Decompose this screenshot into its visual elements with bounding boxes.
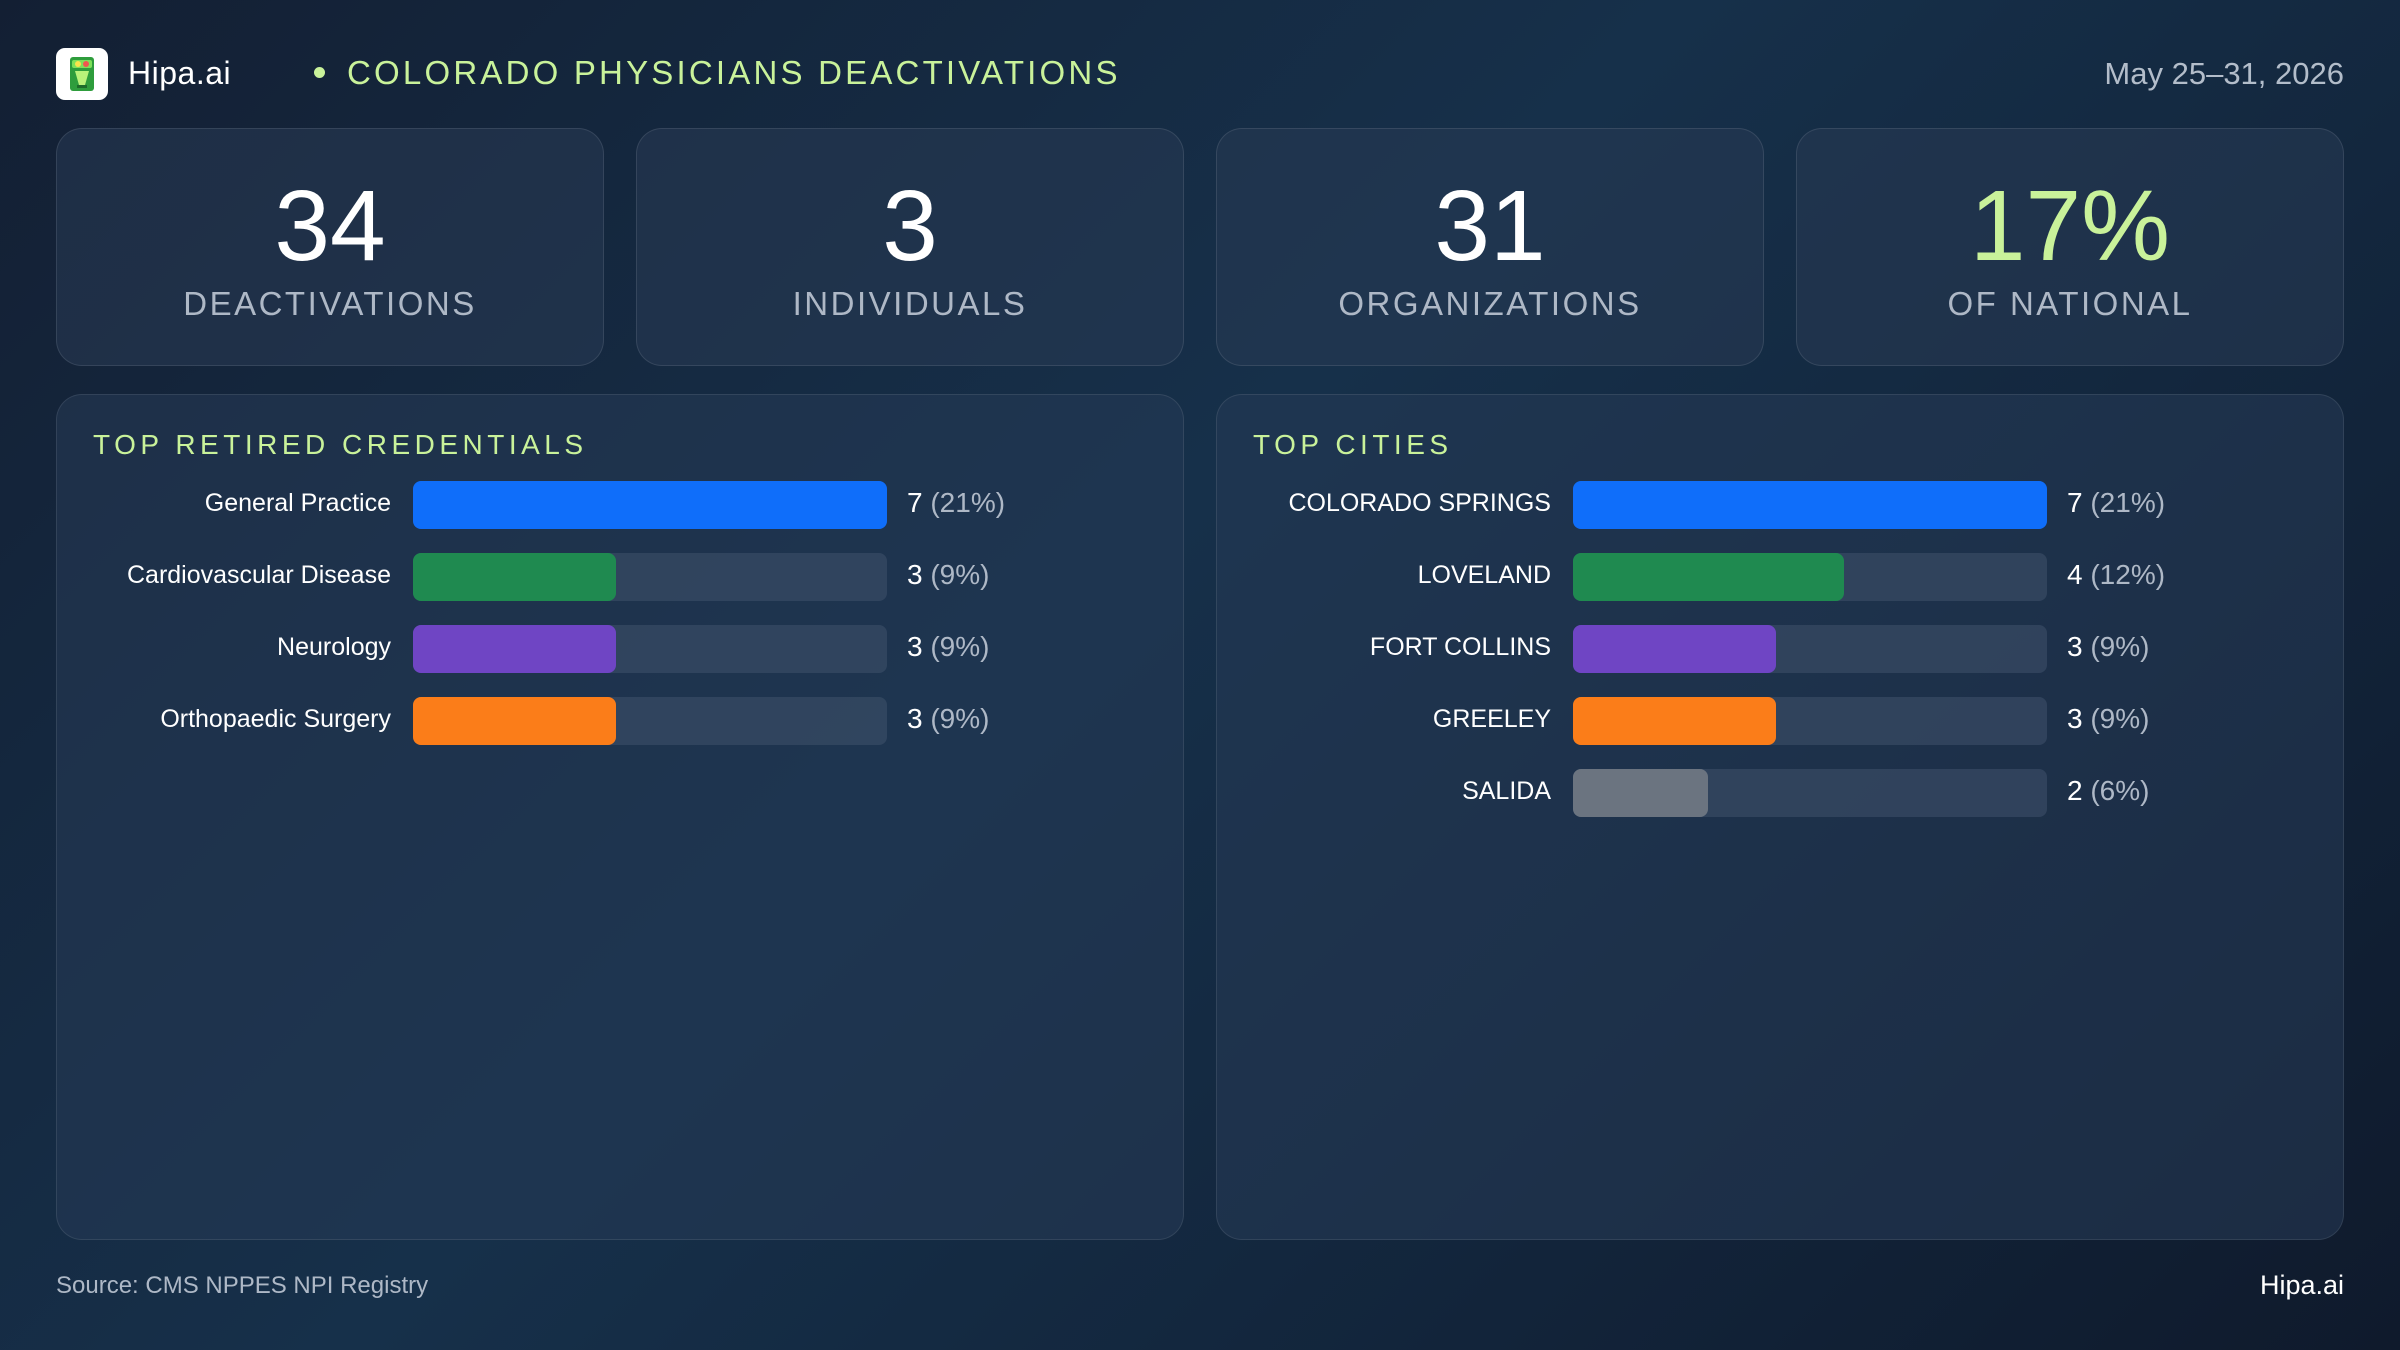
bar-category-label: Neurology <box>277 633 391 661</box>
bar-value-label: 3 (9%) <box>2067 631 2149 663</box>
stat-label: DEACTIVATIONS <box>183 285 477 322</box>
bar <box>413 625 616 673</box>
bar-percent: (9%) <box>930 559 990 590</box>
bar-row: SALIDA 2 (6%) <box>1217 769 2343 817</box>
stat-card-organizations: 31 ORGANIZATIONS <box>1216 128 1764 366</box>
stats-row: 34 DEACTIVATIONS 3 INDIVIDUALS 31 ORGANI… <box>56 128 2344 366</box>
bar-row: Cardiovascular Disease 3 (9%) <box>57 553 1183 601</box>
bar-row: General Practice 7 (21%) <box>57 481 1183 529</box>
bar <box>413 553 616 601</box>
bar-value-label: 3 (9%) <box>907 631 989 663</box>
bar-track <box>1573 625 2047 673</box>
bar-row: Orthopaedic Surgery 3 (9%) <box>57 697 1183 745</box>
source-note: Source: CMS NPPES NPI Registry <box>56 1272 429 1299</box>
bar-category-label: Cardiovascular Disease <box>126 561 391 589</box>
panel-title: TOP RETIRED CREDENTIALS <box>93 429 588 460</box>
bar-value: 2 <box>2067 775 2083 806</box>
bar-row: COLORADO SPRINGS 7 (21%) <box>1217 481 2343 529</box>
panel-title: TOP CITIES <box>1253 429 1453 460</box>
bar-row: LOVELAND 4 (12%) <box>1217 553 2343 601</box>
bar-track <box>1573 697 2047 745</box>
bar-value: 3 <box>2067 631 2083 662</box>
bar-value: 7 <box>907 487 923 518</box>
bar <box>1573 769 1708 817</box>
bar-percent: (9%) <box>930 631 990 662</box>
bar-track <box>413 553 887 601</box>
bar-percent: (21%) <box>2090 487 2166 518</box>
bar-value-label: 7 (21%) <box>907 487 1005 519</box>
page-title-text: COLORADO PHYSICIANS DEACTIVATIONS <box>347 54 1121 91</box>
bar-track <box>1573 769 2047 817</box>
bar-track <box>413 481 887 529</box>
bar-category-label: Orthopaedic Surgery <box>160 705 391 733</box>
page-title: COLORADO PHYSICIANS DEACTIVATIONS <box>296 54 1121 92</box>
cities-bar-chart: COLORADO SPRINGS 7 (21%) LOVELAND 4 (12%) FO… <box>1217 395 2343 1239</box>
bar-percent: (6%) <box>2090 775 2150 806</box>
stat-value: 3 <box>882 170 938 282</box>
bar-track <box>1573 553 2047 601</box>
date-range: May 25–31, 2026 <box>2104 56 2344 91</box>
bar-percent: (9%) <box>2090 703 2150 734</box>
bar-percent: (9%) <box>2090 631 2150 662</box>
brand-name: Hipa.ai <box>128 55 232 91</box>
bar-value-label: 2 (6%) <box>2067 775 2149 807</box>
credentials-bar-chart: General Practice 7 (21%) Cardiovascular Di… <box>57 395 1183 1239</box>
bar-value: 3 <box>907 631 923 662</box>
bar-row: Neurology 3 (9%) <box>57 625 1183 673</box>
stat-value: 34 <box>274 170 386 282</box>
stat-label: INDIVIDUALS <box>792 285 1028 322</box>
credentials-panel: TOP RETIRED CREDENTIALS General Practice… <box>56 394 1184 1240</box>
bar <box>1573 481 2047 529</box>
stat-card-deactivations: 34 DEACTIVATIONS <box>56 128 604 366</box>
cocktail-glass-icon <box>56 48 108 100</box>
bar-value-label: 3 (9%) <box>907 559 989 591</box>
bar-track <box>413 697 887 745</box>
bar-track <box>1573 481 2047 529</box>
bar-value: 4 <box>2067 559 2083 590</box>
stat-card-of-national: 17% OF NATIONAL <box>1796 128 2344 366</box>
stat-label: ORGANIZATIONS <box>1338 285 1642 322</box>
header: Hipa.ai COLORADO PHYSICIANS DEACTIVATION… <box>56 48 2344 100</box>
footer-brand: Hipa.ai <box>2259 1270 2344 1300</box>
bar-category-label: General Practice <box>204 489 391 517</box>
bar-row: FORT COLLINS 3 (9%) <box>1217 625 2343 673</box>
bar-value-label: 7 (21%) <box>2067 487 2165 519</box>
bar-category-label: SALIDA <box>1462 777 1551 805</box>
bar-value: 3 <box>907 559 923 590</box>
bar <box>1573 625 1776 673</box>
bar-value-label: 3 (9%) <box>907 703 989 735</box>
bar <box>413 481 887 529</box>
bar <box>413 697 616 745</box>
cities-panel: TOP CITIES COLORADO SPRINGS 7 (21%) LOVELA… <box>1216 394 2344 1240</box>
bar-value-label: 3 (9%) <box>2067 703 2149 735</box>
bar <box>1573 553 1844 601</box>
bar-percent: (21%) <box>930 487 1006 518</box>
bar-value-label: 4 (12%) <box>2067 559 2165 591</box>
bar-percent: (9%) <box>930 703 990 734</box>
stat-value: 17% <box>1969 170 2171 282</box>
bar-percent: (12%) <box>2090 559 2166 590</box>
stat-value: 31 <box>1434 170 1546 282</box>
stat-label: OF NATIONAL <box>1947 285 2193 322</box>
bar <box>1573 697 1776 745</box>
bar-value: 7 <box>2067 487 2083 518</box>
stat-card-individuals: 3 INDIVIDUALS <box>636 128 1184 366</box>
bar-value: 3 <box>907 703 923 734</box>
bar-category-label: LOVELAND <box>1417 561 1551 589</box>
title-separator-dot <box>314 66 325 78</box>
bar-category-label: COLORADO SPRINGS <box>1288 489 1551 517</box>
bar-category-label: FORT COLLINS <box>1369 633 1551 661</box>
bar-category-label: GREELEY <box>1432 705 1551 733</box>
bar-track <box>413 625 887 673</box>
bar-value: 3 <box>2067 703 2083 734</box>
bar-row: GREELEY 3 (9%) <box>1217 697 2343 745</box>
